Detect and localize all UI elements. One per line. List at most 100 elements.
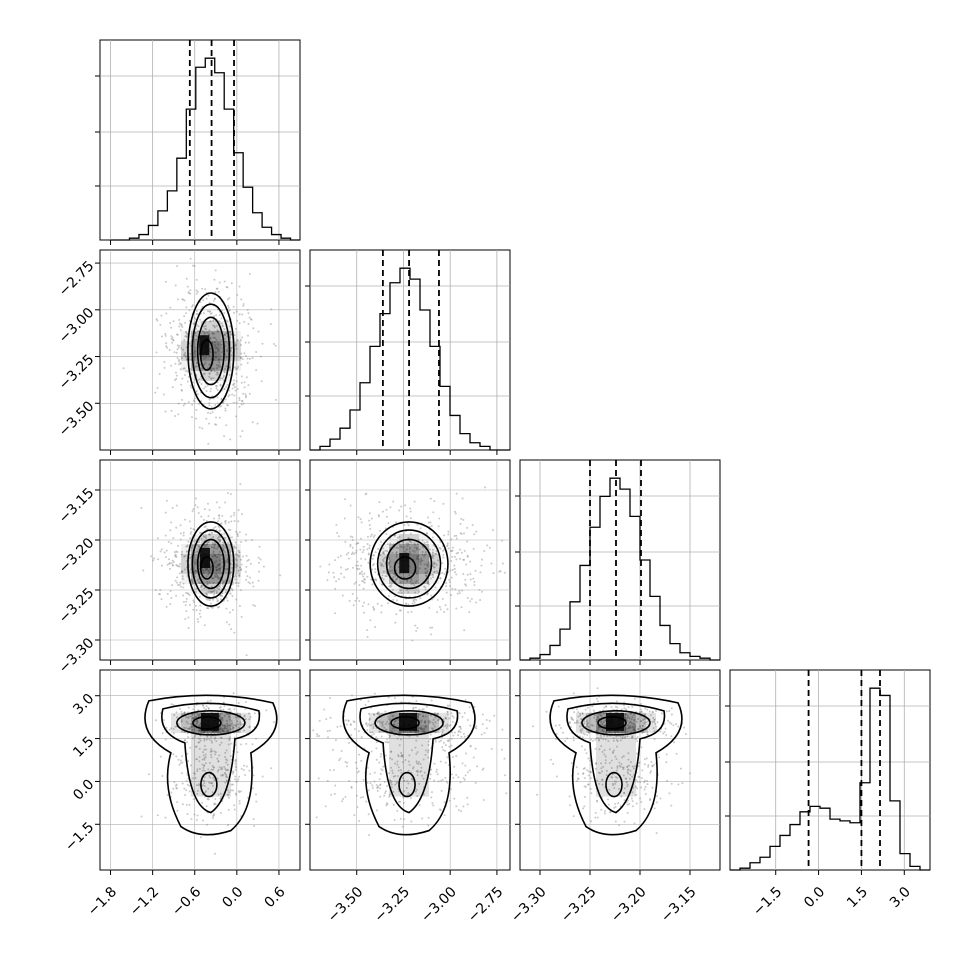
scatter-point <box>221 723 224 726</box>
scatter-point <box>614 755 617 758</box>
scatter-point <box>430 791 433 794</box>
scatter-point <box>397 722 400 725</box>
panel-frame <box>99 39 301 241</box>
scatter-point <box>366 575 369 578</box>
scatter-point <box>469 572 472 575</box>
scatter-point <box>597 728 600 731</box>
scatter-point <box>605 774 608 777</box>
scatter-point <box>318 734 321 737</box>
scatter-point <box>332 769 335 772</box>
scatter-point <box>415 599 418 602</box>
scatter-point <box>460 551 463 554</box>
scatter-point <box>625 708 628 711</box>
scatter-point <box>446 739 449 742</box>
scatter-point <box>641 727 644 730</box>
scatter-point <box>235 758 238 761</box>
density-block <box>210 748 221 761</box>
scatter-point <box>208 599 211 602</box>
scatter-point <box>239 566 242 569</box>
density-block <box>180 340 191 351</box>
scatter-point <box>234 581 237 584</box>
scatter-point <box>198 741 201 744</box>
scatter-point <box>195 334 198 337</box>
scatter-point <box>178 358 181 361</box>
density-block <box>409 584 420 594</box>
scatter-point <box>455 773 458 776</box>
scatter-point <box>457 551 460 554</box>
scatter-point <box>352 604 355 607</box>
scatter-point <box>401 754 404 757</box>
scatter-point <box>181 377 184 380</box>
scatter-point <box>614 802 617 805</box>
scatter-point <box>371 564 374 567</box>
scatter-point <box>433 566 436 569</box>
scatter-point <box>392 803 395 806</box>
scatter-point <box>459 532 462 535</box>
scatter-point <box>639 711 642 714</box>
scatter-point <box>411 602 414 605</box>
scatter-point <box>649 770 652 773</box>
scatter-point <box>206 331 209 334</box>
scatter-point <box>656 753 659 756</box>
density-block <box>190 330 201 341</box>
scatter-point <box>186 544 189 547</box>
scatter-point <box>600 808 603 811</box>
scatter-point <box>203 764 206 767</box>
scatter-point <box>634 765 637 768</box>
scatter-point <box>372 605 375 608</box>
scatter-point <box>233 575 236 578</box>
scatter-point <box>198 756 201 759</box>
scatter-point <box>185 277 188 280</box>
scatter-point <box>432 551 435 554</box>
density-content <box>310 460 510 660</box>
scatter-point <box>176 264 179 267</box>
scatter-point <box>395 552 398 555</box>
scatter-point <box>176 333 179 336</box>
scatter-point <box>583 805 586 808</box>
scatter-point <box>595 730 598 733</box>
scatter-point <box>208 581 211 584</box>
scatter-point <box>621 736 624 739</box>
scatter-point <box>341 800 344 803</box>
scatter-point <box>232 384 235 387</box>
scatter-point <box>365 723 368 726</box>
scatter-point <box>210 739 213 742</box>
scatter-point <box>190 578 193 581</box>
density-block <box>190 760 201 773</box>
scatter-point <box>183 555 186 558</box>
scatter-point <box>215 591 218 594</box>
scatter-point <box>450 576 453 579</box>
scatter-point <box>619 739 622 742</box>
scatter-point <box>390 786 393 789</box>
scatter-point <box>611 782 614 785</box>
scatter-point <box>621 756 624 759</box>
scatter-point <box>228 389 231 392</box>
scatter-point <box>210 756 213 759</box>
scatter-point <box>212 815 215 818</box>
scatter-point <box>258 570 261 573</box>
scatter-point <box>392 714 395 717</box>
scatter-point <box>618 761 621 764</box>
scatter-point <box>193 400 196 403</box>
scatter-point <box>472 547 475 550</box>
scatter-point <box>185 355 188 358</box>
scatter-point <box>626 785 629 788</box>
scatter-point <box>176 809 179 812</box>
scatter-point <box>424 551 427 554</box>
scatter-point <box>233 311 236 314</box>
scatter-point <box>406 588 409 591</box>
scatter-point <box>555 732 558 735</box>
scatter-point <box>159 323 162 326</box>
scatter-point <box>637 775 640 778</box>
scatter-point <box>168 558 171 561</box>
scatter-point <box>380 768 383 771</box>
scatter-point <box>238 726 241 729</box>
density-block <box>190 564 201 574</box>
scatter-point <box>389 570 392 573</box>
scatter-point <box>421 551 424 554</box>
density-block <box>220 554 231 564</box>
scatter-point <box>147 773 150 776</box>
scatter-point <box>649 714 652 717</box>
scatter-point <box>189 352 192 355</box>
scatter-point <box>367 700 370 703</box>
